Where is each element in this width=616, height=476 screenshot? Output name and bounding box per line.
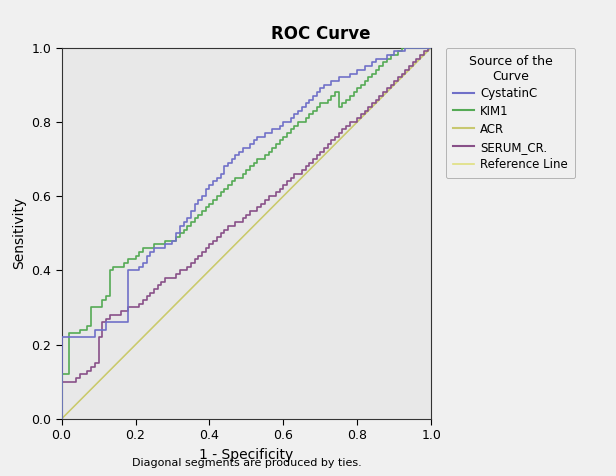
Title: ROC Curve: ROC Curve xyxy=(270,25,370,43)
Legend: CystatinC, KIM1, ACR, SERUM_CR., Reference Line: CystatinC, KIM1, ACR, SERUM_CR., Referen… xyxy=(446,48,575,178)
Text: Diagonal segments are produced by ties.: Diagonal segments are produced by ties. xyxy=(132,458,361,468)
X-axis label: 1 - Specificity: 1 - Specificity xyxy=(199,448,294,462)
Y-axis label: Sensitivity: Sensitivity xyxy=(12,197,26,269)
